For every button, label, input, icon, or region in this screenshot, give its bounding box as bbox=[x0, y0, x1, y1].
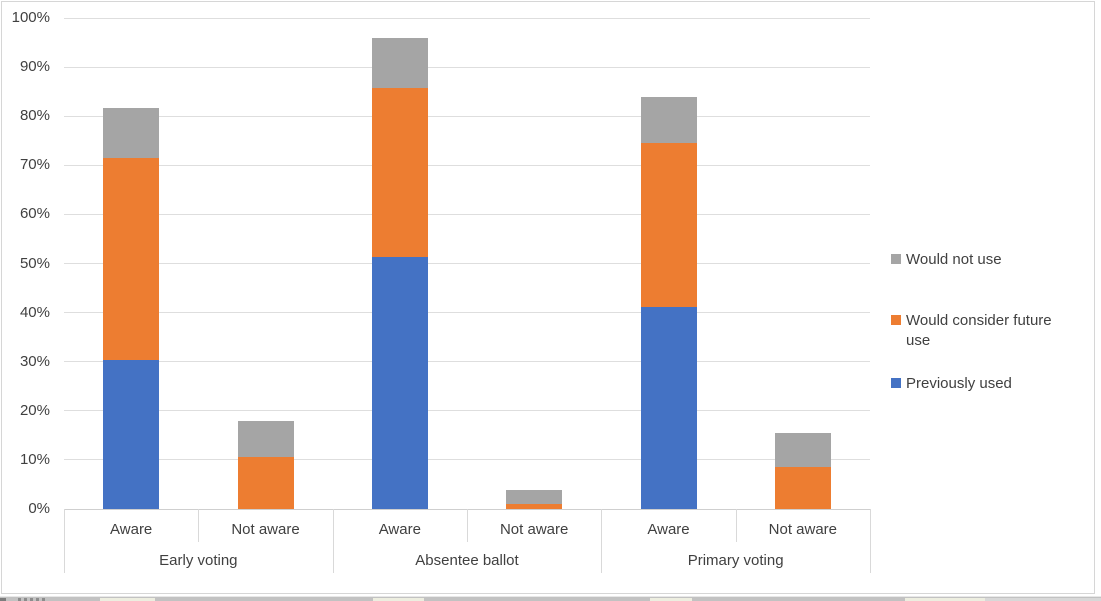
bar-segment-previously-used bbox=[103, 360, 160, 509]
bottom-edge-strip bbox=[0, 596, 1101, 601]
strip-segment bbox=[905, 598, 985, 601]
bar-segment-would-consider-future-use bbox=[774, 467, 831, 509]
x-axis-group-label: Absentee ballot bbox=[415, 552, 519, 569]
x-axis-category-label: Not aware bbox=[768, 521, 838, 538]
legend-color-marker bbox=[891, 378, 901, 388]
x-axis-category-label: Not aware bbox=[499, 521, 569, 538]
bar-segment-would-not-use bbox=[371, 37, 428, 89]
x-axis-major-tick bbox=[601, 509, 603, 573]
strip-segment bbox=[373, 598, 424, 601]
gridline bbox=[64, 115, 870, 117]
y-axis-label: 70% bbox=[19, 156, 50, 174]
bar-segment-would-not-use bbox=[506, 490, 563, 505]
legend-item: Would not use bbox=[891, 250, 1063, 270]
strip-segment bbox=[0, 598, 6, 601]
legend-item-label: Would consider future use bbox=[906, 312, 1052, 349]
gridline bbox=[64, 312, 870, 314]
bar-segment-would-consider-future-use bbox=[103, 158, 160, 361]
bar-segment-would-consider-future-use bbox=[506, 504, 563, 509]
gridline bbox=[64, 361, 870, 363]
y-axis-label: 20% bbox=[19, 401, 50, 419]
gridline bbox=[64, 164, 870, 166]
gridline bbox=[64, 66, 870, 68]
y-axis-label: 80% bbox=[19, 107, 50, 125]
strip-segment bbox=[100, 598, 155, 601]
y-axis-label: 60% bbox=[19, 205, 50, 223]
bar-segment-would-not-use bbox=[103, 108, 160, 159]
y-axis-label: 30% bbox=[19, 352, 50, 370]
x-axis-minor-tick bbox=[467, 509, 468, 542]
legend-color-marker bbox=[891, 315, 901, 325]
y-axis-label: 100% bbox=[11, 9, 50, 26]
x-axis-minor-tick bbox=[198, 509, 200, 542]
x-axis-category-label: Aware bbox=[110, 521, 153, 538]
x-axis-category-label: Not aware bbox=[231, 521, 300, 538]
x-axis-group-label: Early voting bbox=[159, 552, 238, 569]
legend-item-label: Previously used bbox=[906, 375, 1012, 392]
y-axis-label: 90% bbox=[19, 58, 50, 76]
bar-segment-previously-used bbox=[640, 306, 697, 509]
strip-segment bbox=[650, 598, 692, 601]
bar-segment-would-not-use bbox=[237, 420, 294, 458]
x-axis-group-label: Primary voting bbox=[687, 552, 784, 569]
gridline bbox=[64, 263, 870, 264]
y-axis-label: 10% bbox=[19, 450, 50, 468]
gridline bbox=[64, 410, 870, 412]
legend-item: Previously used bbox=[891, 374, 1063, 394]
bar-segment-would-consider-future-use bbox=[237, 457, 294, 509]
legend-item: Would consider future use bbox=[891, 311, 1063, 351]
y-axis-label: 50% bbox=[19, 254, 50, 272]
chart-legend: Would not use Would consider future use Pr… bbox=[891, 2, 1091, 593]
gridline bbox=[64, 17, 870, 19]
gridline bbox=[64, 459, 870, 461]
x-axis-category-label: Aware bbox=[647, 521, 690, 538]
x-axis-category-label: Aware bbox=[378, 521, 421, 538]
x-axis-major-tick bbox=[64, 509, 65, 573]
bar-segment-previously-used bbox=[371, 256, 428, 509]
x-axis-minor-tick bbox=[735, 509, 737, 542]
legend-color-marker bbox=[891, 254, 901, 264]
y-axis-label: 0% bbox=[28, 500, 50, 517]
strip-segment bbox=[18, 598, 46, 601]
y-axis-label: 40% bbox=[19, 303, 50, 321]
legend-item-label: Would not use bbox=[906, 251, 1002, 268]
gridline bbox=[64, 213, 870, 215]
x-axis-major-tick bbox=[870, 509, 871, 573]
bar-segment-would-not-use bbox=[774, 432, 831, 468]
x-axis-major-tick bbox=[332, 509, 334, 573]
bar-segment-would-consider-future-use bbox=[640, 142, 697, 307]
bar-segment-would-not-use bbox=[640, 97, 697, 143]
strip-segment bbox=[985, 598, 1101, 601]
bar-segment-would-consider-future-use bbox=[371, 88, 428, 257]
